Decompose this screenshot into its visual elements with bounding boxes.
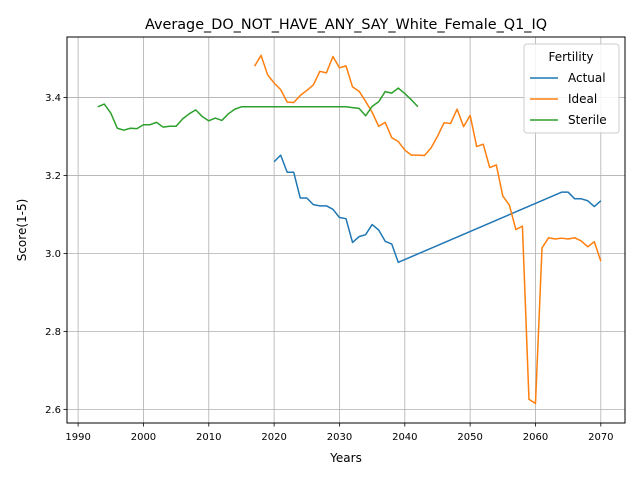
x-tick-label: 2010 [196,432,221,443]
series-lines [97,54,602,405]
series-line-actual [273,154,602,264]
x-tick-label: 2020 [261,432,286,443]
x-tick-label: 2040 [392,432,417,443]
legend-label-ideal: Ideal [568,92,597,106]
y-tick-label: 3.0 [45,249,61,260]
x-tick-label: 2030 [327,432,352,443]
x-tick-label: 2050 [457,432,482,443]
series-line-sterile [97,87,419,131]
legend-title: Fertility [548,50,593,64]
y-tick-label: 3.2 [45,171,61,182]
y-axis-ticks: 2.6 2.8 3.0 3.2 3.4 [45,93,67,416]
x-tick-label: 2000 [131,432,156,443]
chart-title: Average_DO_NOT_HAVE_ANY_SAY_White_Female… [145,17,547,33]
y-tick-label: 3.4 [45,93,61,104]
y-tick-label: 2.6 [45,405,61,416]
series-line-ideal [253,54,602,405]
legend-label-sterile: Sterile [568,113,607,127]
legend: Fertility Actual Ideal Sterile [523,43,620,134]
y-tick-label: 2.8 [45,327,61,338]
x-tick-label: 2060 [523,432,548,443]
x-tick-label: 1990 [65,432,90,443]
y-axis-label: Score(1-5) [15,199,29,262]
x-axis-ticks: 1990 2000 2010 2020 2030 2040 2050 2060 2070 [65,423,614,443]
legend-box [523,43,620,134]
plot-frame [66,36,626,424]
x-tick-label: 2070 [588,432,613,443]
x-axis-label: Years [329,451,362,465]
legend-label-actual: Actual [568,71,606,85]
